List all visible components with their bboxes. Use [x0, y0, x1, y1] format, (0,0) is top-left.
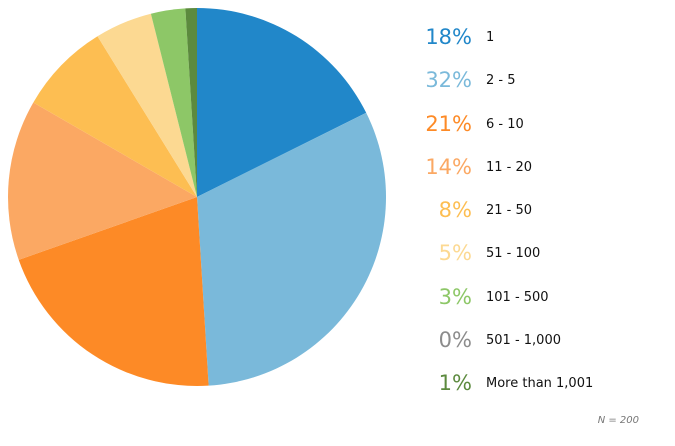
- legend-percent: 32%: [425, 68, 472, 93]
- legend-percent: 14%: [425, 154, 472, 179]
- legend-percent: 0%: [438, 328, 472, 353]
- legend: 18% 1 32% 2 - 5 21% 6 - 10 14% 11 - 20 8% 21 - 50…: [400, 16, 670, 406]
- legend-item: 0% 501 - 1,000: [400, 319, 670, 362]
- legend-percent: 18%: [425, 25, 472, 49]
- legend-label: 6 - 10: [486, 116, 524, 132]
- legend-label: 21 - 50: [486, 203, 533, 219]
- legend-percent: 3%: [438, 284, 472, 309]
- pie-slice-7: [150, 8, 197, 197]
- legend-percent: 5%: [438, 241, 472, 266]
- pie-slice-5: [33, 36, 197, 198]
- legend-item: 21% 6 - 10: [400, 103, 670, 146]
- legend-label: More than 1,001: [486, 376, 594, 392]
- legend-label: 51 - 100: [486, 246, 541, 262]
- legend-percent: 8%: [438, 198, 472, 223]
- legend-item: 14% 11 - 20: [400, 146, 670, 189]
- legend-item: 32% 2 - 5: [400, 59, 670, 102]
- legend-item: 1% More than 1,001: [400, 362, 670, 405]
- legend-item: 3% 101 - 500: [400, 276, 670, 319]
- pie-slice-9: [185, 8, 197, 197]
- pie-chart: [7, 8, 387, 386]
- legend-percent: 1%: [438, 371, 472, 396]
- legend-label: 11 - 20: [486, 159, 533, 175]
- legend-label: 101 - 500: [486, 289, 549, 305]
- legend-label: 2 - 5: [486, 73, 516, 89]
- legend-item: 18% 1: [400, 16, 670, 59]
- pie-slice-1: [197, 8, 367, 197]
- legend-item: 8% 21 - 50: [400, 189, 670, 232]
- pie-slice-2: [197, 112, 387, 386]
- sample-size-note: N = 200: [597, 415, 639, 426]
- legend-label: 501 - 1,000: [486, 333, 561, 349]
- pie-slice-3: [18, 197, 209, 386]
- legend-item: 5% 51 - 100: [400, 232, 670, 275]
- legend-label: 1: [486, 30, 495, 45]
- pie-slice-4: [7, 102, 198, 260]
- pie-slice-6: [97, 13, 197, 197]
- legend-percent: 21%: [425, 111, 472, 136]
